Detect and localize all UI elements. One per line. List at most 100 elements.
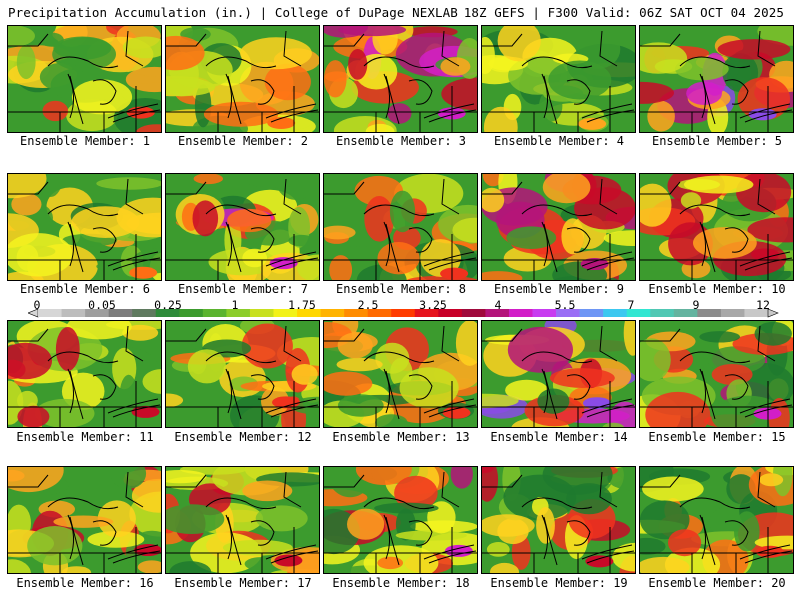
legend-tick-label: 4 <box>494 298 502 312</box>
ensemble-map-panel <box>165 466 320 574</box>
ensemble-member-number: 20 <box>771 576 786 590</box>
ensemble-member-number: 11 <box>139 430 154 444</box>
ensemble-map-panel <box>639 320 794 428</box>
legend-swatch <box>179 309 204 317</box>
ensemble-member-number: 5 <box>774 134 783 148</box>
legend-swatch <box>85 309 109 317</box>
legend-swatch <box>108 309 133 317</box>
ensemble-member-number: 14 <box>613 430 628 444</box>
legend-tick-label: 0.25 <box>154 298 182 312</box>
legend-swatch <box>202 309 227 317</box>
ensemble-member-caption: Ensemble Member: 4 <box>493 134 625 148</box>
ensemble-map-panel <box>639 466 794 574</box>
ensemble-member-caption: Ensemble Member: 12 <box>174 430 312 444</box>
ensemble-member-caption: Ensemble Member: 2 <box>177 134 309 148</box>
legend-swatch <box>367 309 392 317</box>
ensemble-member-number: 10 <box>771 282 786 296</box>
legend-swatch <box>414 309 439 317</box>
ensemble-member-caption: Ensemble Member: 14 <box>490 430 628 444</box>
legend-swatch <box>579 309 604 317</box>
ensemble-map-panel <box>639 25 794 133</box>
ensemble-member-number: 4 <box>616 134 625 148</box>
ensemble-map-panel <box>7 320 162 428</box>
legend-swatch <box>556 309 580 317</box>
ensemble-map-panel <box>165 25 320 133</box>
legend-swatch <box>38 309 62 317</box>
ensemble-member-caption: Ensemble Member: 7 <box>177 282 309 296</box>
legend-tick-label: 1 <box>231 298 239 312</box>
legend-tick-label: 5.5 <box>554 298 576 312</box>
legend-swatch <box>155 309 180 317</box>
ensemble-member-caption: Ensemble Member: 18 <box>332 576 470 590</box>
legend-arrow-high <box>767 308 779 318</box>
legend-tick-label: 3.25 <box>419 298 447 312</box>
legend-swatch <box>720 309 745 317</box>
ensemble-member-number: 19 <box>613 576 628 590</box>
legend-swatch <box>626 309 651 317</box>
product-title: Precipitation Accumulation (in.) | Colle… <box>8 5 458 20</box>
ensemble-map-panel <box>165 320 320 428</box>
ensemble-map-panel <box>481 173 636 281</box>
ensemble-map-panel <box>323 466 478 574</box>
ensemble-map-panel <box>639 173 794 281</box>
ensemble-map-panel <box>481 320 636 428</box>
ensemble-member-number: 1 <box>142 134 151 148</box>
ensemble-member-caption: Ensemble Member: 13 <box>332 430 470 444</box>
ensemble-member-number: 8 <box>458 282 467 296</box>
ensemble-map-panel <box>7 466 162 574</box>
legend-swatch <box>132 309 157 317</box>
legend-swatch <box>508 309 533 317</box>
ensemble-member-number: 9 <box>616 282 625 296</box>
ensemble-member-caption: Ensemble Member: 10 <box>648 282 786 296</box>
ensemble-member-number: 15 <box>771 430 786 444</box>
ensemble-map-panel <box>7 25 162 133</box>
legend-swatch <box>249 309 274 317</box>
ensemble-member-caption: Ensemble Member: 19 <box>490 576 628 590</box>
legend-tick-label: 12 <box>756 298 770 312</box>
ensemble-member-number: 18 <box>455 576 470 590</box>
legend-swatch <box>485 309 510 317</box>
legend-tick-label: 2.5 <box>357 298 379 312</box>
ensemble-member-number: 13 <box>455 430 470 444</box>
ensemble-map-panel <box>323 320 478 428</box>
ensemble-member-caption: Ensemble Member: 20 <box>648 576 786 590</box>
ensemble-member-caption: Ensemble Member: 9 <box>493 282 625 296</box>
ensemble-member-caption: Ensemble Member: 5 <box>651 134 783 148</box>
ensemble-map-panel <box>323 25 478 133</box>
legend-swatch <box>226 309 251 317</box>
model-valid-time: 18Z GEFS | F300 Valid: 06Z SAT OCT 04 20… <box>463 5 784 20</box>
ensemble-member-caption: Ensemble Member: 1 <box>19 134 151 148</box>
ensemble-member-number: 7 <box>300 282 309 296</box>
ensemble-member-number: 17 <box>297 576 312 590</box>
legend-tick-label: 0 <box>33 298 41 312</box>
legend-swatch <box>603 309 628 317</box>
legend-swatch <box>391 309 416 317</box>
legend-swatch <box>438 309 463 317</box>
legend-swatch <box>297 309 321 317</box>
ensemble-map-panel <box>165 173 320 281</box>
legend-swatch <box>532 309 557 317</box>
ensemble-member-caption: Ensemble Member: 6 <box>19 282 151 296</box>
ensemble-member-number: 3 <box>458 134 467 148</box>
legend-swatch <box>61 309 86 317</box>
ensemble-member-caption: Ensemble Member: 15 <box>648 430 786 444</box>
legend-swatch <box>320 309 345 317</box>
legend-swatch <box>650 309 675 317</box>
legend-swatch <box>273 309 298 317</box>
color-scale-legend: 0 0.05 0.25 1 1.75 2.5 3.25 4 5.5 7 9 12 <box>28 298 788 320</box>
legend-swatch <box>697 309 722 317</box>
ensemble-member-number: 16 <box>139 576 154 590</box>
ensemble-member-caption: Ensemble Member: 11 <box>16 430 154 444</box>
ensemble-member-number: 6 <box>142 282 151 296</box>
ensemble-map-panel <box>481 466 636 574</box>
legend-tick-label: 1.75 <box>288 298 316 312</box>
ensemble-member-caption: Ensemble Member: 8 <box>335 282 467 296</box>
legend-tick-label: 9 <box>692 298 700 312</box>
ensemble-map-panel <box>481 25 636 133</box>
ensemble-member-caption: Ensemble Member: 17 <box>174 576 312 590</box>
ensemble-member-caption: Ensemble Member: 3 <box>335 134 467 148</box>
legend-tick-label: 0.05 <box>88 298 116 312</box>
legend-swatch <box>744 309 769 317</box>
ensemble-member-number: 2 <box>300 134 309 148</box>
ensemble-map-panel <box>7 173 162 281</box>
